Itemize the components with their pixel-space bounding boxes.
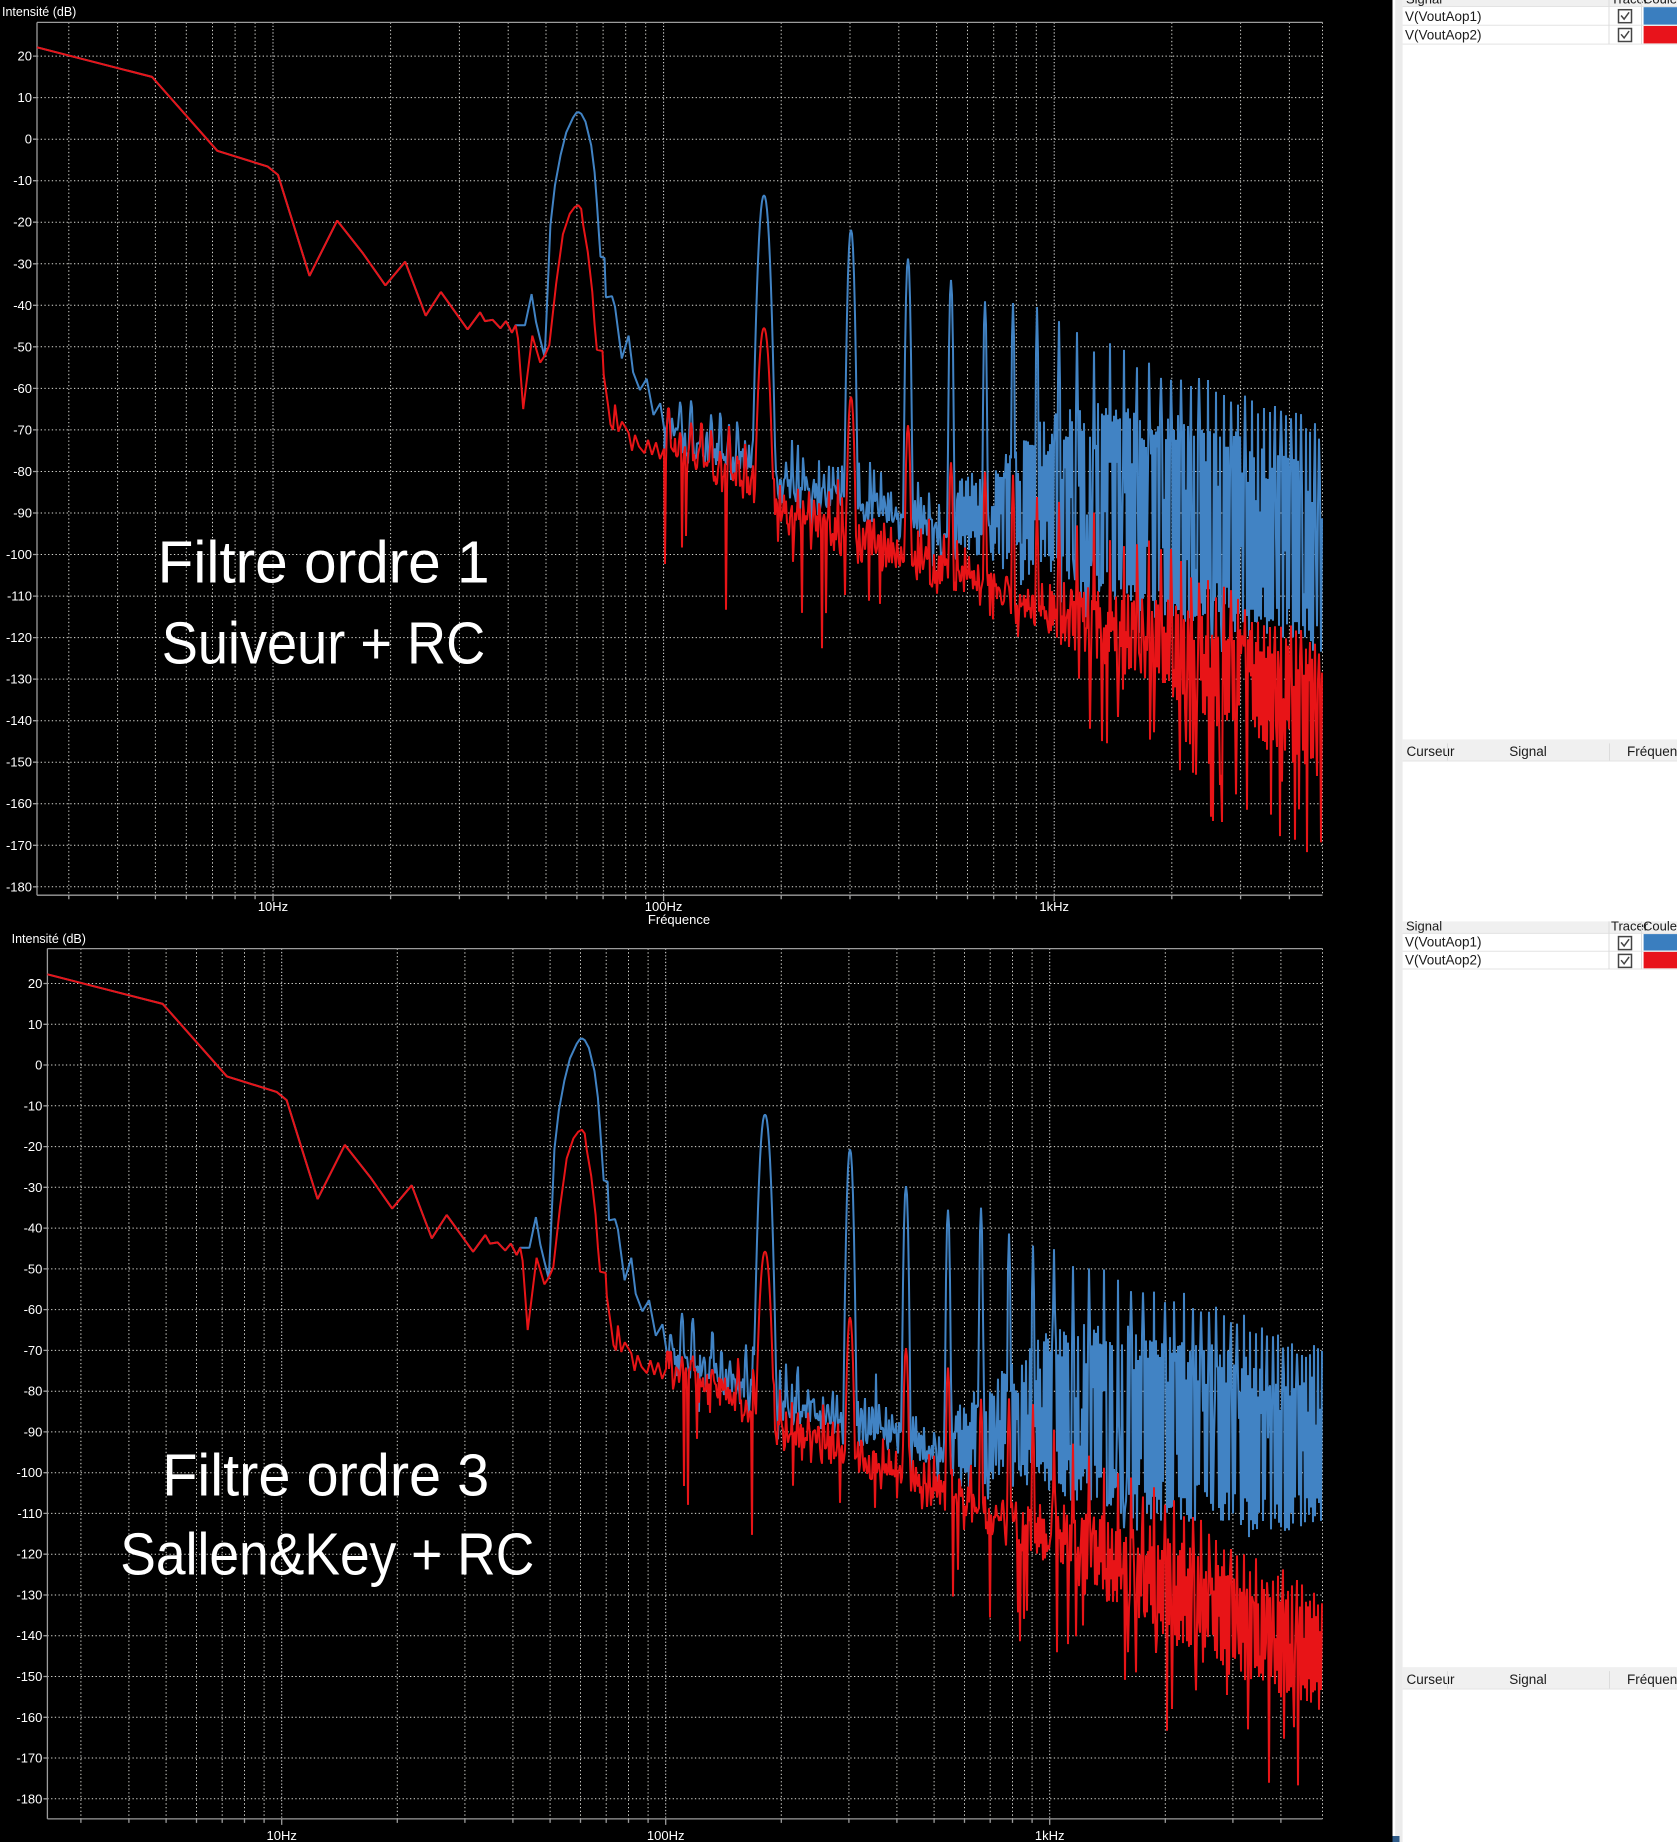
svg-text:-80: -80 [24, 1384, 43, 1399]
svg-text:Sallen&Key + RC: Sallen&Key + RC [120, 1522, 534, 1588]
svg-text:-130: -130 [16, 1588, 42, 1603]
svg-text:-160: -160 [6, 796, 32, 811]
svg-text:-90: -90 [24, 1424, 43, 1439]
svg-text:-30: -30 [13, 256, 32, 271]
svg-text:-50: -50 [13, 339, 32, 354]
svg-text:-10: -10 [24, 1098, 43, 1113]
svg-text:V(VoutAop1): V(VoutAop1) [1405, 935, 1482, 950]
svg-text:-100: -100 [16, 1465, 42, 1480]
svg-text:Tracer: Tracer [1611, 0, 1649, 7]
svg-text:-150: -150 [16, 1669, 42, 1684]
svg-text:V(VoutAop2): V(VoutAop2) [1405, 953, 1482, 968]
svg-text:Curseur: Curseur [1407, 1672, 1456, 1687]
svg-text:100Hz: 100Hz [647, 1828, 685, 1842]
svg-text:-60: -60 [13, 381, 32, 396]
svg-text:-40: -40 [24, 1221, 43, 1236]
svg-text:20: 20 [18, 49, 32, 64]
svg-text:Fréquence: Fréquence [648, 912, 710, 927]
svg-text:Signal: Signal [1509, 744, 1547, 759]
svg-text:-70: -70 [13, 422, 32, 437]
svg-text:Suiveur + RC: Suiveur + RC [162, 610, 486, 676]
svg-text:-40: -40 [13, 298, 32, 313]
svg-text:10: 10 [18, 90, 32, 105]
svg-text:Couleur: Couleur [1643, 918, 1677, 933]
svg-text:1kHz: 1kHz [1039, 899, 1069, 914]
svg-text:-30: -30 [24, 1180, 43, 1195]
svg-text:10Hz: 10Hz [267, 1828, 297, 1842]
svg-text:0: 0 [35, 1058, 42, 1073]
svg-text:-100: -100 [6, 547, 32, 562]
svg-text:-170: -170 [16, 1751, 42, 1766]
svg-text:-150: -150 [6, 755, 32, 770]
svg-text:-140: -140 [16, 1628, 42, 1643]
svg-text:1kHz: 1kHz [1035, 1828, 1065, 1842]
svg-text:-20: -20 [13, 215, 32, 230]
svg-text:-70: -70 [24, 1343, 43, 1358]
svg-text:-130: -130 [6, 672, 32, 687]
svg-text:-160: -160 [16, 1710, 42, 1725]
svg-text:Fréquence: Fréquence [1627, 1672, 1677, 1687]
svg-text:-170: -170 [6, 838, 32, 853]
svg-text:-90: -90 [13, 506, 32, 521]
svg-text:Intensité (dB): Intensité (dB) [12, 932, 86, 946]
svg-text:V(VoutAop2): V(VoutAop2) [1405, 28, 1482, 43]
svg-text:100Hz: 100Hz [645, 899, 683, 914]
svg-text:-20: -20 [24, 1139, 43, 1154]
svg-text:10: 10 [28, 1017, 42, 1032]
svg-text:Signal: Signal [1406, 918, 1442, 933]
svg-text:Fréquence: Fréquence [1627, 744, 1677, 759]
svg-text:10Hz: 10Hz [258, 899, 288, 914]
svg-text:Couleur: Couleur [1643, 0, 1677, 7]
svg-text:Intensité (dB): Intensité (dB) [2, 5, 76, 19]
svg-text:-110: -110 [17, 1506, 42, 1521]
svg-text:Filtre ordre 3: Filtre ordre 3 [162, 1442, 489, 1508]
svg-text:-60: -60 [24, 1302, 43, 1317]
svg-text:Signal: Signal [1406, 0, 1442, 7]
svg-text:-180: -180 [16, 1791, 42, 1806]
svg-text:V(VoutAop1): V(VoutAop1) [1405, 9, 1482, 24]
svg-text:-180: -180 [6, 879, 32, 894]
svg-text:Signal: Signal [1509, 1672, 1547, 1687]
svg-text:-140: -140 [6, 713, 32, 728]
svg-text:-50: -50 [24, 1261, 43, 1276]
svg-text:0: 0 [25, 132, 32, 147]
svg-text:-120: -120 [16, 1547, 42, 1562]
svg-text:Filtre ordre 1: Filtre ordre 1 [158, 530, 490, 596]
svg-text:Curseur: Curseur [1407, 744, 1456, 759]
svg-text:20: 20 [28, 976, 42, 991]
svg-text:Tracer: Tracer [1611, 918, 1649, 933]
svg-text:-110: -110 [7, 589, 32, 604]
svg-text:-120: -120 [6, 630, 32, 645]
svg-text:-10: -10 [13, 173, 32, 188]
svg-text:-80: -80 [13, 464, 32, 479]
